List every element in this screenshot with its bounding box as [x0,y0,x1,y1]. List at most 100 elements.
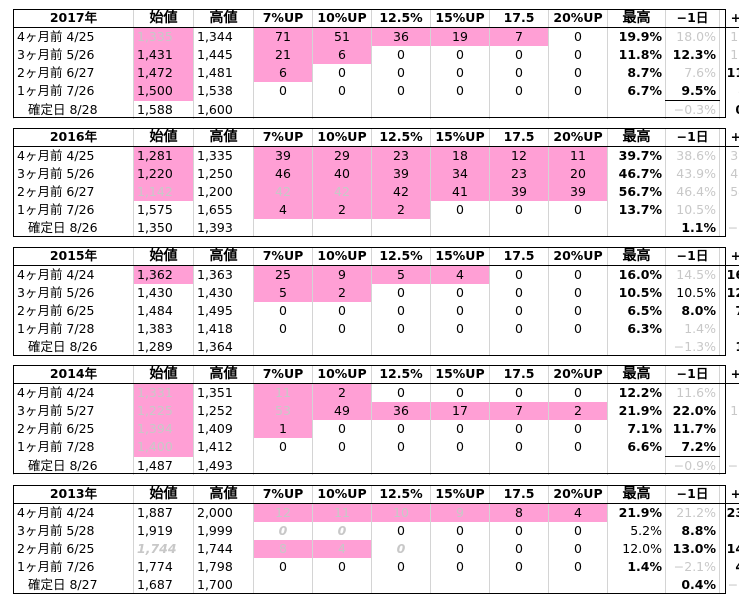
cell-best[interactable]: 5.2% [607,522,666,540]
cell-p20[interactable]: 39 [548,183,608,201]
cell-p1[interactable]: 35.8% [719,146,739,165]
cell-p15[interactable]: 34 [430,165,490,183]
cell-p125[interactable]: 0 [371,82,431,101]
cell-p15[interactable] [430,100,490,119]
column-header-p125[interactable]: 12.5% [371,128,431,147]
cell-high[interactable]: 2,000 [193,503,254,522]
row-label[interactable]: 4ヶ月前 4/24 [13,503,134,522]
cell-best[interactable]: 21.9% [607,503,666,522]
cell-p1[interactable]: 11.2% [719,64,739,82]
row-label[interactable]: 確定日 8/26 [13,456,134,475]
cell-p20[interactable]: 0 [548,265,608,284]
cell-p1[interactable]: 16.7% [719,265,739,284]
column-header-p10[interactable]: 10%UP [312,485,372,504]
cell-high[interactable]: 1,481 [193,64,254,82]
column-header-open[interactable]: 始値 [133,9,194,28]
row-label[interactable]: 2ヶ月前 6/25 [13,420,134,438]
cell-open[interactable]: 1,887 [133,503,194,522]
cell-best[interactable]: 7.1% [607,420,666,438]
cell-p125[interactable]: 2 [371,201,431,219]
cell-p125[interactable]: 0 [371,320,431,338]
cell-p7[interactable] [253,338,313,356]
cell-open[interactable]: 1,430 [133,284,194,302]
cell-open[interactable]: 1,289 [133,338,194,356]
cell-open[interactable]: 1,472 [133,64,194,82]
cell-high[interactable]: 1,351 [193,383,254,402]
cell-p175[interactable]: 7 [489,27,549,46]
cell-p1[interactable]: 19.3% [719,402,739,420]
column-header-p125[interactable]: 12.5% [371,485,431,504]
cell-p7[interactable]: 71 [253,27,313,46]
row-label[interactable]: 4ヶ月前 4/24 [13,383,134,402]
column-header-p15[interactable]: 15%UP [430,247,490,266]
cell-p7[interactable] [253,456,313,475]
cell-p10[interactable]: 11 [312,503,372,522]
column-header-p1[interactable]: +1日 [719,247,739,266]
cell-p1[interactable]: 54.6% [719,183,739,201]
column-header-p10[interactable]: 10%UP [312,247,372,266]
cell-p10[interactable]: 0 [312,320,372,338]
cell-best[interactable]: 6.5% [607,302,666,320]
cell-p20[interactable]: 0 [548,438,608,457]
cell-m1[interactable]: 1.1% [665,219,720,237]
cell-p7[interactable]: 8 [253,540,313,558]
cell-p7[interactable]: 21 [253,46,313,64]
column-header-p15[interactable]: 15%UP [430,485,490,504]
cell-p10[interactable]: 40 [312,165,372,183]
cell-p125[interactable]: 23 [371,146,431,165]
cell-p1[interactable]: 11.2% [719,46,739,64]
column-header-open[interactable]: 始値 [133,128,194,147]
cell-p15[interactable]: 0 [430,201,490,219]
cell-p1[interactable]: 4.1% [719,558,739,576]
cell-p20[interactable] [548,576,608,594]
cell-high[interactable]: 1,744 [193,540,254,558]
cell-p175[interactable] [489,456,549,475]
cell-p15[interactable] [430,456,490,475]
cell-p20[interactable]: 0 [548,46,608,64]
cell-p7[interactable]: 0 [253,438,313,457]
cell-high[interactable]: 1,252 [193,402,254,420]
cell-p10[interactable]: 49 [312,402,372,420]
cell-m1[interactable]: 0.4% [665,576,720,594]
cell-open[interactable]: 1,500 [133,82,194,101]
column-header-best[interactable]: 最高 [607,128,666,147]
year-label[interactable]: 2017年 [13,9,134,28]
cell-p125[interactable]: 10 [371,503,431,522]
cell-p15[interactable]: 0 [430,284,490,302]
row-label[interactable]: 2ヶ月前 6/25 [13,540,134,558]
cell-best[interactable] [607,100,666,119]
row-label[interactable]: 確定日 8/26 [13,219,134,237]
cell-open[interactable]: 1,400 [133,438,194,457]
cell-p7[interactable]: 0 [253,558,313,576]
cell-high[interactable]: 1,393 [193,219,254,237]
cell-p175[interactable]: 0 [489,383,549,402]
cell-p175[interactable]: 0 [489,64,549,82]
cell-open[interactable]: 1,575 [133,201,194,219]
cell-p10[interactable]: 0 [312,82,372,101]
cell-p15[interactable]: 0 [430,82,490,101]
cell-m1[interactable]: 12.3% [665,46,720,64]
cell-p125[interactable]: 0 [371,64,431,82]
column-header-p20[interactable]: 20%UP [548,247,608,266]
column-header-m1[interactable]: −1日 [665,9,720,28]
cell-high[interactable]: 1,495 [193,302,254,320]
cell-p20[interactable]: 0 [548,540,608,558]
cell-p125[interactable]: 5 [371,265,431,284]
cell-best[interactable]: 6.7% [607,82,666,101]
cell-m1[interactable]: 43.9% [665,165,720,183]
cell-p125[interactable] [371,576,431,594]
column-header-open[interactable]: 始値 [133,247,194,266]
cell-m1[interactable]: 21.2% [665,503,720,522]
row-label[interactable]: 3ヶ月前 5/27 [13,402,134,420]
cell-p15[interactable] [430,338,490,356]
cell-p175[interactable]: 0 [489,558,549,576]
cell-p15[interactable] [430,219,490,237]
cell-p15[interactable]: 0 [430,46,490,64]
cell-p125[interactable] [371,219,431,237]
cell-p15[interactable]: 19 [430,27,490,46]
row-label[interactable]: 2ヶ月前 6/27 [13,183,134,201]
cell-open[interactable]: 1,362 [133,265,194,284]
cell-best[interactable]: 12.0% [607,540,666,558]
cell-high[interactable]: 1,250 [193,165,254,183]
column-header-p125[interactable]: 12.5% [371,247,431,266]
